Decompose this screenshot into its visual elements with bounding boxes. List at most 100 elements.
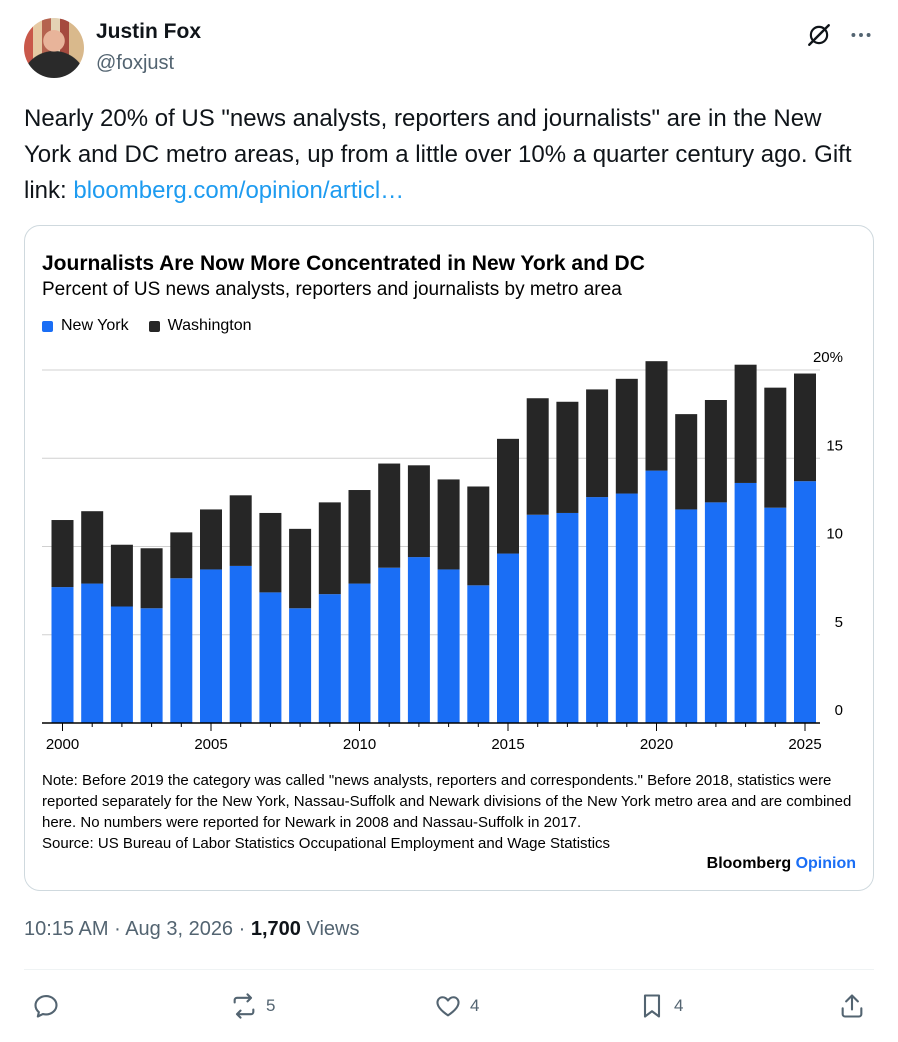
bar-washington [259, 512, 282, 593]
share-icon [841, 994, 863, 1018]
article-link[interactable]: bloomberg.com/opinion/articl… [73, 177, 405, 204]
bar-washington [675, 414, 698, 510]
like-button[interactable]: 4 [434, 990, 479, 1022]
bar-washington [170, 532, 193, 579]
chart-note-text: Note: Before 2019 the category was calle… [42, 772, 852, 831]
share-button[interactable] [838, 990, 866, 1022]
grok-icon[interactable] [806, 22, 832, 48]
bar-new-york [497, 553, 519, 723]
legend-swatch-new-york [42, 320, 53, 332]
views-count: 1,700 [250, 918, 301, 940]
bar-washington [526, 398, 549, 515]
chart-card[interactable]: Journalists Are Now More Concentrated in… [24, 225, 874, 891]
bar-new-york [526, 514, 549, 723]
legend-item-new-york: New York [42, 317, 129, 335]
bar-new-york [704, 502, 727, 723]
bar-new-york [675, 509, 698, 723]
legend-label-new-york: New York [61, 317, 129, 334]
bar-new-york [764, 507, 787, 723]
bar-new-york [140, 608, 163, 723]
bar-washington [81, 511, 104, 584]
repost-icon [233, 993, 255, 1019]
bar-washington [764, 387, 787, 508]
tweet-body: Nearly 20% of US "news analysts, reporte… [24, 105, 852, 204]
bar-new-york [110, 606, 133, 723]
bar-new-york [437, 569, 460, 723]
tweet-text: Nearly 20% of US "news analysts, reporte… [24, 101, 874, 209]
tweet-date[interactable]: Aug 3, 2026 [125, 918, 234, 940]
bar-washington [140, 548, 163, 609]
x-tick-label: 2020 [640, 736, 673, 753]
x-tick-label: 2010 [343, 736, 376, 753]
bar-new-york [467, 585, 490, 723]
tweet-meta: 10:15 AM · Aug 3, 2026 · 1,700 Views [24, 918, 360, 940]
y-tick-label: 10 [826, 526, 843, 543]
bar-new-york [229, 565, 252, 723]
reply-button[interactable] [32, 990, 68, 1022]
bar-washington [229, 495, 252, 566]
x-tick-label: 2015 [491, 736, 524, 753]
legend-label-washington: Washington [167, 317, 252, 334]
chart-note: Note: Before 2019 the category was calle… [42, 770, 872, 854]
bar-washington [348, 490, 371, 584]
bar-new-york [289, 608, 312, 723]
bar-washington [497, 438, 519, 554]
like-count: 4 [470, 996, 480, 1015]
bar-washington [407, 465, 430, 558]
y-tick-label: 5 [835, 614, 843, 631]
bar-washington [437, 479, 460, 570]
bar-new-york [348, 583, 371, 723]
x-tick-label: 2005 [194, 736, 227, 753]
y-tick-label: 20% [813, 349, 843, 366]
bar-washington [704, 400, 727, 503]
y-tick-label: 15 [826, 437, 843, 454]
bar-new-york [51, 587, 74, 723]
bar-new-york [556, 512, 579, 723]
bar-washington [467, 486, 490, 586]
repost-button[interactable]: 5 [230, 990, 275, 1022]
bar-washington [110, 544, 133, 607]
bookmark-count: 4 [674, 996, 684, 1015]
bar-new-york [318, 594, 341, 723]
repost-count: 5 [266, 996, 276, 1015]
bar-washington [586, 389, 609, 498]
bar-washington [289, 528, 312, 609]
bar-new-york [378, 567, 401, 723]
bar-new-york [734, 482, 757, 723]
bar-washington [734, 364, 757, 483]
bar-new-york [170, 578, 193, 723]
bar-washington [556, 401, 579, 513]
legend-swatch-washington [148, 320, 160, 332]
bar-washington [794, 373, 816, 482]
x-tick-label: 2025 [788, 736, 821, 753]
author-handle[interactable]: @foxjust [96, 52, 175, 74]
heart-icon [436, 996, 460, 1017]
bookmark-button[interactable]: 4 [638, 990, 683, 1022]
author-name[interactable]: Justin Fox [96, 20, 202, 43]
chart-title: Journalists Are Now More Concentrated in… [42, 252, 645, 275]
bar-new-york [615, 493, 638, 723]
bar-washington [645, 361, 668, 471]
brand-logo: Bloomberg Opinion [707, 855, 856, 873]
bar-new-york [645, 470, 668, 723]
more-options-icon[interactable] [848, 22, 874, 48]
y-tick-label: 0 [835, 702, 843, 719]
bar-washington [200, 509, 222, 570]
x-tick-label: 2000 [46, 736, 79, 753]
bar-new-york [407, 557, 430, 723]
chart-subtitle: Percent of US news analysts, reporters a… [42, 279, 622, 300]
chart-source: Source: US Bureau of Labor Statistics Oc… [42, 835, 611, 852]
bar-washington [51, 520, 74, 588]
bar-new-york [200, 569, 222, 723]
bar-chart: 0 5 10 15 20% 2000 2005 2010 2015 2020 2025 [42, 349, 843, 753]
bookmark-icon [643, 994, 661, 1018]
bar-washington [318, 502, 341, 595]
bar-new-york [259, 592, 282, 723]
avatar[interactable] [24, 18, 84, 78]
brand-name: Bloomberg [706, 855, 792, 872]
bar-washington [615, 378, 638, 494]
bar-new-york [81, 583, 104, 723]
tweet-time[interactable]: 10:15 AM [24, 918, 109, 940]
divider [24, 969, 874, 970]
bar-new-york [586, 497, 609, 723]
